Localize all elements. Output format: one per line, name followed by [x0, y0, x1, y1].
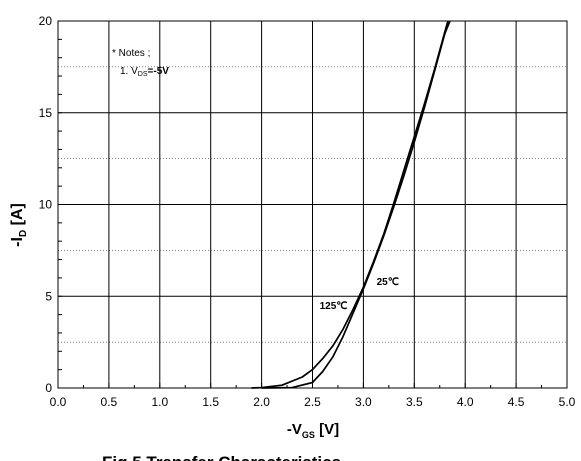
- x-tick-label: 3.5: [406, 395, 423, 409]
- x-tick-label: 3.0: [355, 395, 372, 409]
- x-tick-label: 4.5: [508, 395, 525, 409]
- notes-vds-prefix: 1. V: [120, 66, 138, 77]
- curve-label: 25℃: [377, 277, 399, 288]
- notes-vds-subscript: DS: [138, 71, 148, 78]
- curves: [251, 20, 451, 389]
- notes-line-2: 1. VDS=-5V: [120, 66, 169, 78]
- figure-caption: Fig.5 Transfer Characteristics: [102, 453, 341, 461]
- y-axis-title-main: -I: [9, 237, 26, 247]
- y-axis-title-tail: [A]: [9, 203, 26, 230]
- y-tick-label: 20: [39, 14, 53, 28]
- y-tick-label: 10: [39, 198, 53, 212]
- x-tick-label: 1.5: [202, 395, 219, 409]
- y-axis-title: -ID [A]: [9, 203, 29, 247]
- curve-label: 125℃: [320, 301, 348, 312]
- y-tick-label: 15: [39, 106, 53, 120]
- x-tick-label: 4.0: [457, 395, 474, 409]
- x-axis-title: -VGS [V]: [287, 421, 339, 440]
- y-tick-labels: 0 5 10 15 20: [39, 14, 53, 395]
- notes-vds-value: =-5V: [148, 66, 170, 77]
- curve-labels: 25℃ 125℃: [320, 277, 399, 312]
- x-axis-title-sub: GS: [302, 430, 315, 440]
- x-axis-title-main: -V: [287, 421, 302, 438]
- x-tick-label: 5.0: [559, 395, 576, 409]
- x-axis-title-tail: [V]: [315, 421, 339, 438]
- x-tick-labels: 0.0 0.5 1.0 1.5 2.0 2.5 3.0 3.5 4.0 4.5 5.0: [50, 395, 576, 409]
- grid: [58, 21, 567, 388]
- x-tick-label: 1.0: [151, 395, 168, 409]
- x-tick-label: 0.0: [50, 395, 67, 409]
- y-tick-label: 5: [45, 289, 52, 303]
- y-tick-label: 0: [45, 381, 52, 395]
- x-tick-label: 0.5: [101, 395, 118, 409]
- series-line: [251, 20, 449, 389]
- plot-frame: [57, 20, 568, 389]
- x-tick-label: 2.5: [304, 395, 321, 409]
- x-tick-label: 2.0: [253, 395, 270, 409]
- notes-line-1: * Notes ;: [112, 48, 150, 59]
- y-axis-title-sub: D: [18, 230, 29, 237]
